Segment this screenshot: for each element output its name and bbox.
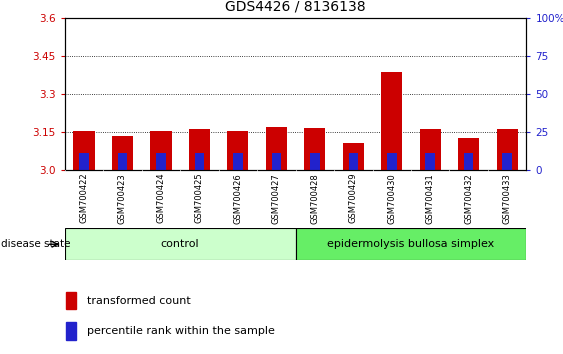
- Bar: [387, 153, 396, 170]
- Bar: [304, 128, 325, 170]
- Bar: [66, 322, 77, 340]
- Text: GSM700425: GSM700425: [195, 173, 204, 223]
- Text: GSM700431: GSM700431: [426, 173, 435, 224]
- Bar: [150, 131, 172, 170]
- Text: GSM700433: GSM700433: [503, 173, 512, 224]
- Bar: [266, 127, 287, 170]
- Text: epidermolysis bullosa simplex: epidermolysis bullosa simplex: [327, 239, 495, 249]
- Bar: [79, 153, 89, 170]
- Text: GSM700422: GSM700422: [79, 173, 88, 223]
- Text: GSM700424: GSM700424: [157, 173, 166, 223]
- Text: GSM700428: GSM700428: [310, 173, 319, 224]
- Text: disease state: disease state: [1, 239, 70, 249]
- Bar: [195, 153, 204, 170]
- Text: percentile rank within the sample: percentile rank within the sample: [87, 326, 275, 336]
- Bar: [458, 138, 479, 170]
- Text: GSM700432: GSM700432: [464, 173, 473, 224]
- Text: GSM700429: GSM700429: [349, 173, 358, 223]
- Bar: [419, 129, 441, 170]
- Bar: [66, 292, 77, 309]
- Bar: [502, 153, 512, 170]
- Text: GSM700423: GSM700423: [118, 173, 127, 224]
- Text: GSM700426: GSM700426: [234, 173, 242, 224]
- Bar: [73, 131, 95, 170]
- Bar: [65, 228, 296, 260]
- Bar: [233, 153, 243, 170]
- Bar: [189, 129, 210, 170]
- Title: GDS4426 / 8136138: GDS4426 / 8136138: [225, 0, 366, 14]
- Bar: [271, 153, 281, 170]
- Bar: [227, 131, 248, 170]
- Bar: [426, 153, 435, 170]
- Text: control: control: [161, 239, 199, 249]
- Text: GSM700430: GSM700430: [387, 173, 396, 224]
- Bar: [310, 153, 320, 170]
- Bar: [156, 153, 166, 170]
- Bar: [497, 129, 518, 170]
- Bar: [464, 153, 473, 170]
- Text: transformed count: transformed count: [87, 296, 191, 306]
- Bar: [348, 153, 358, 170]
- Text: GSM700427: GSM700427: [272, 173, 281, 224]
- Bar: [112, 136, 133, 170]
- Bar: [381, 72, 403, 170]
- Bar: [343, 143, 364, 170]
- Bar: [118, 153, 127, 170]
- Bar: [296, 228, 526, 260]
